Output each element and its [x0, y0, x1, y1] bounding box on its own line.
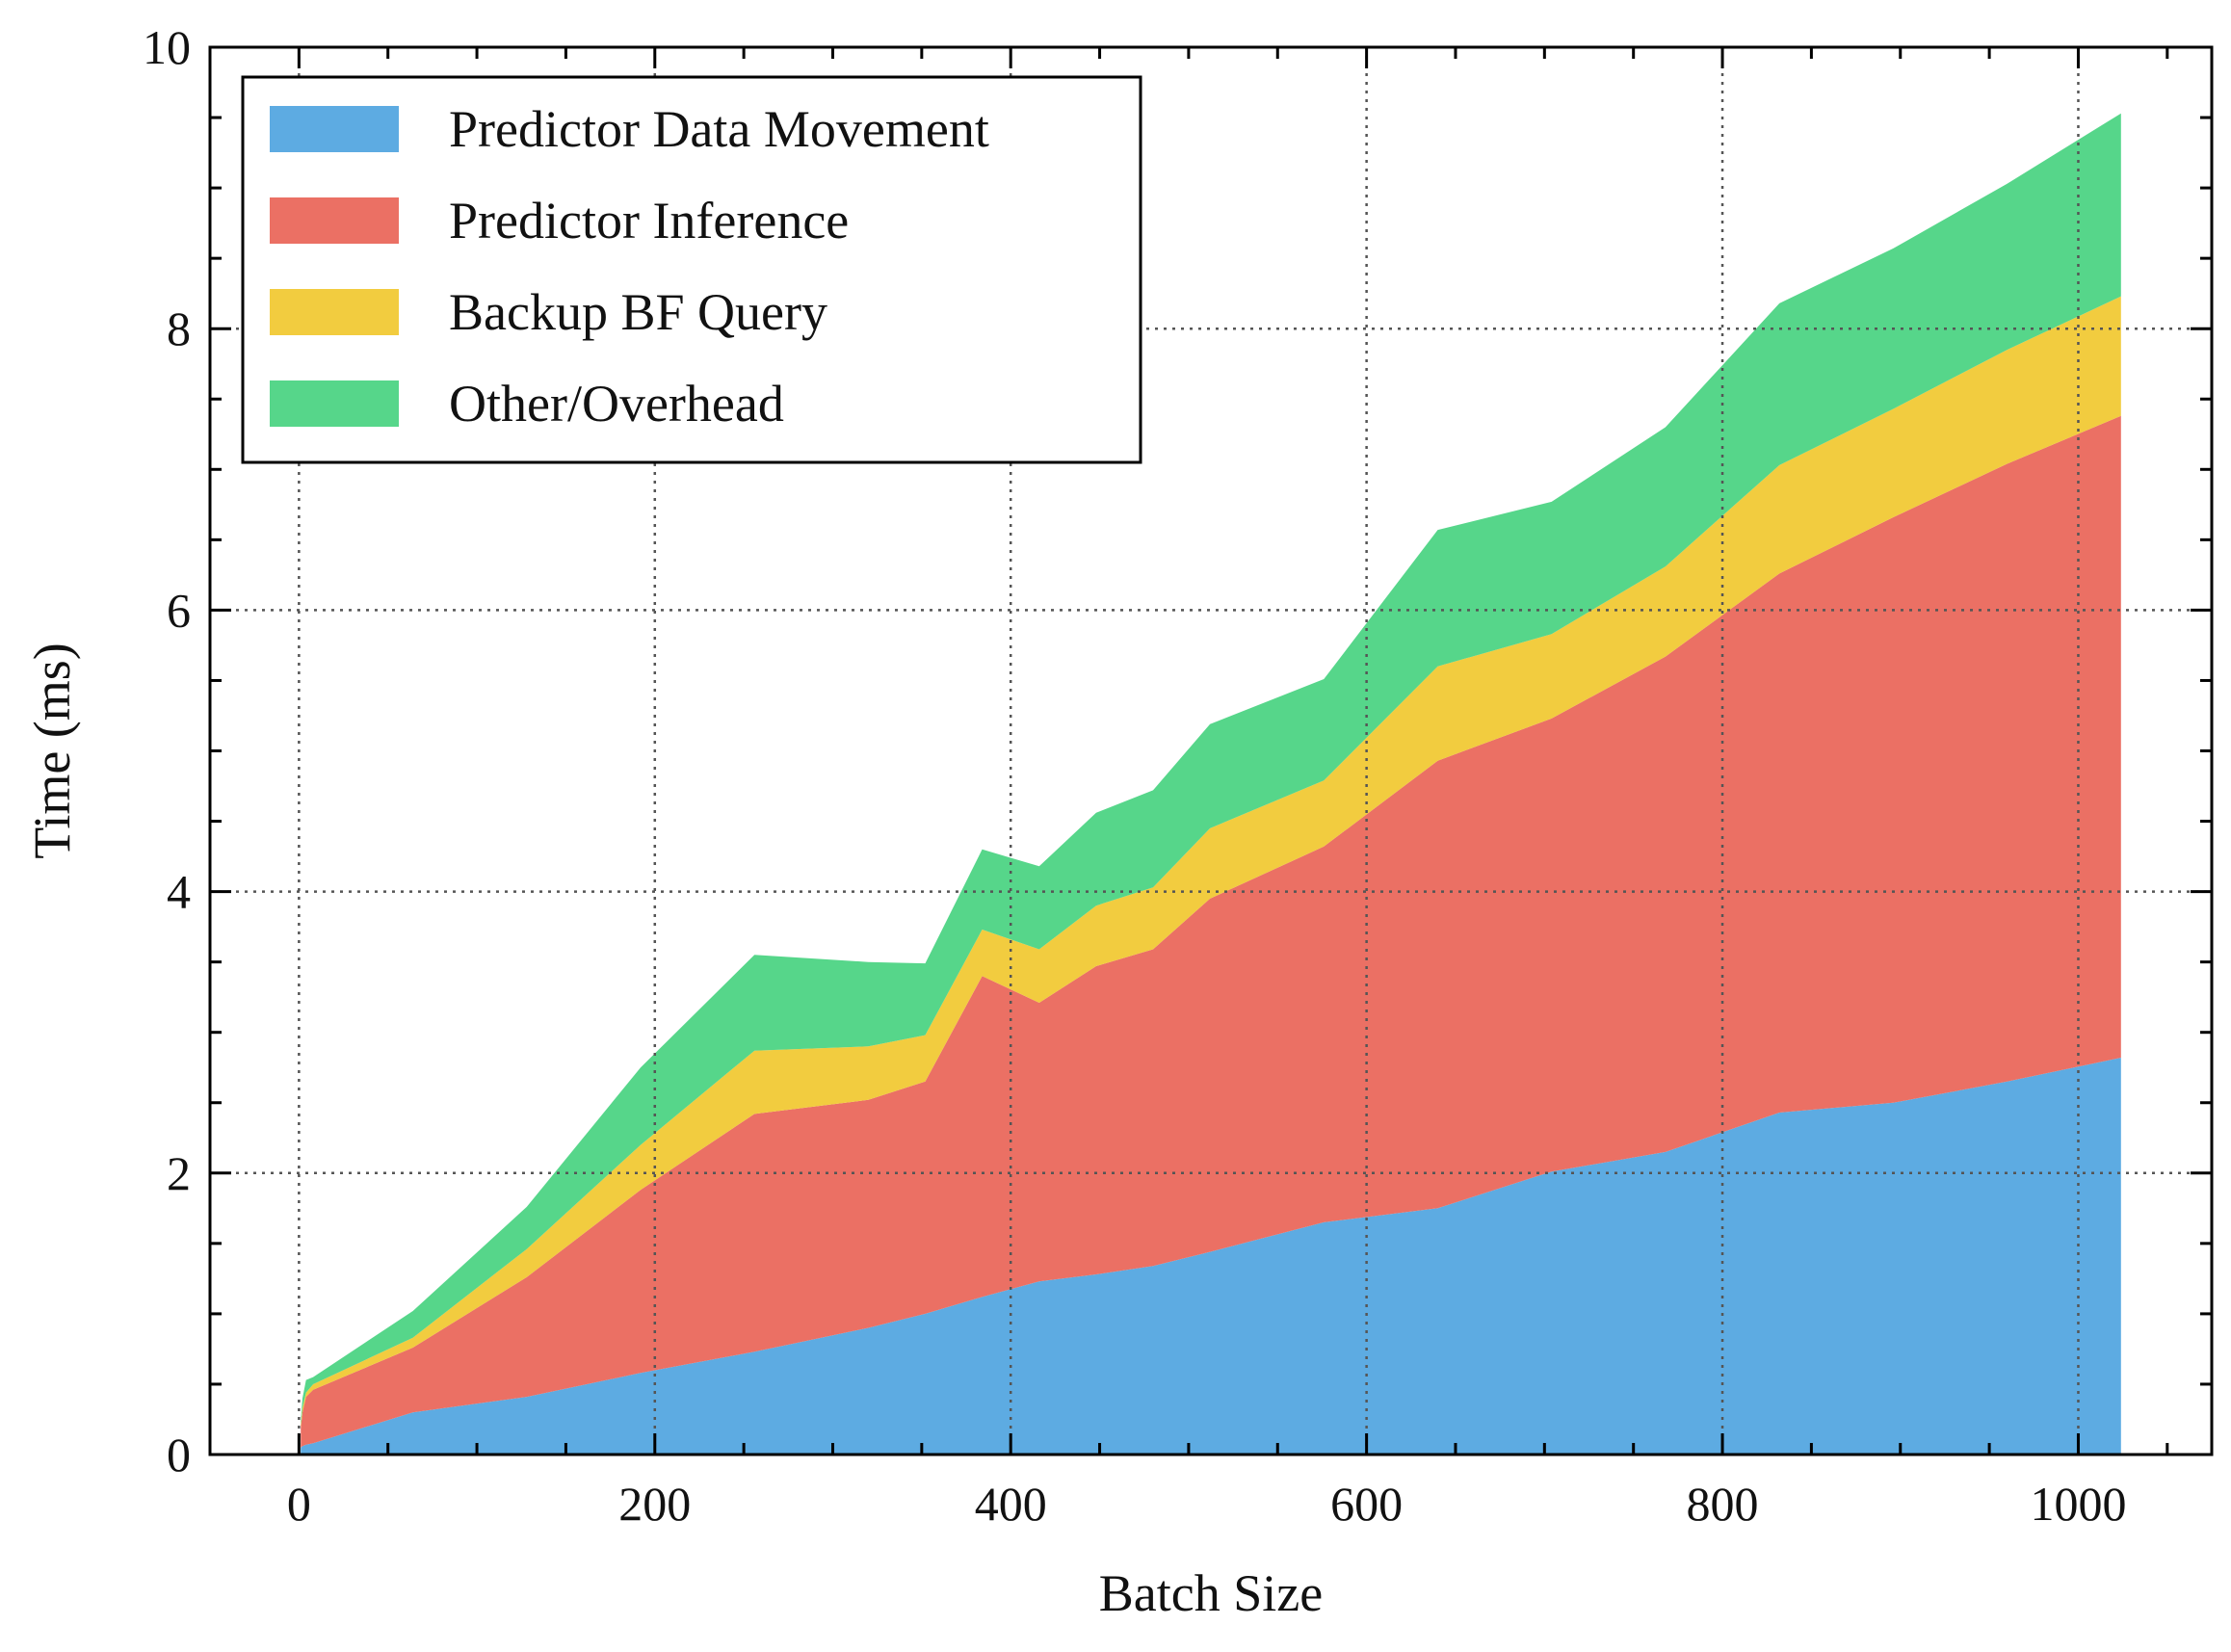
area-series-2	[301, 415, 2121, 1448]
x-axis-title: Batch Size	[1099, 1564, 1323, 1622]
y-tick-label: 8	[167, 302, 191, 355]
x-tick-label: 800	[1687, 1477, 1759, 1531]
area-layer	[301, 113, 2121, 1455]
legend-label: Backup BF Query	[449, 283, 827, 341]
area-series-1	[301, 1058, 2121, 1455]
legend-entry: Backup BF Query	[270, 283, 827, 341]
x-tick-label: 1000	[2030, 1477, 2126, 1531]
legend-entry: Predictor Inference	[270, 192, 849, 249]
legend-swatch	[270, 106, 399, 152]
legend-entry: Predictor Data Movement	[270, 100, 989, 158]
legend-swatch	[270, 289, 399, 335]
legend-label: Predictor Data Movement	[449, 100, 989, 158]
y-axis-title: Time (ms)	[23, 642, 81, 859]
area-series-3	[301, 296, 2121, 1429]
y-tick-label: 6	[167, 583, 191, 637]
x-tick-label: 0	[287, 1477, 311, 1531]
legend-swatch	[270, 380, 399, 427]
legend-label: Other/Overhead	[449, 375, 784, 433]
tick-label-layer: 0 200 400 600 800 1000 0 2 4 6 8 10	[143, 20, 2126, 1531]
area-series-4	[301, 113, 2121, 1426]
tick-layer	[208, 45, 2212, 1456]
y-tick-label: 0	[167, 1428, 191, 1482]
y-tick-label: 2	[167, 1146, 191, 1200]
legend-swatch	[270, 197, 399, 244]
legend-entry: Other/Overhead	[270, 375, 784, 433]
legend-label: Predictor Inference	[449, 192, 849, 249]
x-tick-label: 200	[618, 1477, 691, 1531]
x-tick-label: 600	[1330, 1477, 1403, 1531]
y-tick-label: 10	[143, 20, 191, 74]
legend: Predictor Data Movement Predictor Infere…	[241, 75, 1142, 464]
x-tick-label: 400	[975, 1477, 1047, 1531]
y-tick-label: 4	[167, 865, 191, 919]
